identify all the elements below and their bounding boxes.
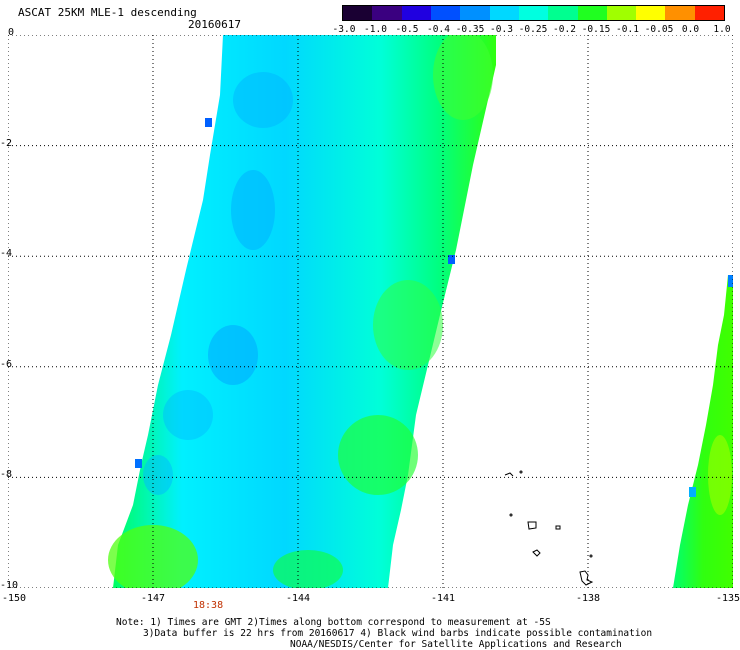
colorbar-swatch bbox=[430, 6, 461, 20]
product-date: 20160617 bbox=[188, 18, 241, 31]
colorbar-tick-label: -1.0 bbox=[364, 24, 387, 35]
colorbar-tick-label: -0.3 bbox=[490, 24, 513, 35]
swath-patch bbox=[373, 280, 443, 370]
islands bbox=[504, 470, 594, 586]
colorbar-tick-label: -0.15 bbox=[581, 24, 611, 35]
colorbar bbox=[342, 5, 725, 21]
latitude-label: -8 bbox=[0, 469, 13, 481]
longitude-label: -150 bbox=[1, 593, 27, 604]
longitude-label: -147 bbox=[140, 593, 166, 604]
colorbar-swatch bbox=[460, 6, 490, 20]
swath-edge-pixel bbox=[135, 459, 142, 468]
colorbar-swatch bbox=[577, 6, 607, 20]
latitude-label: -2 bbox=[0, 137, 13, 149]
colorbar-swatch bbox=[489, 6, 519, 20]
colorbar-swatch bbox=[606, 6, 637, 20]
colorbar-tick-label: -0.1 bbox=[616, 24, 639, 35]
product-title: ASCAT 25KM MLE-1 descending bbox=[18, 6, 197, 19]
colorbar-tick-label: -0.25 bbox=[518, 24, 548, 35]
colorbar-swatch bbox=[636, 6, 666, 20]
note-line-1: Note: 1) Times are GMT 2)Times along bot… bbox=[116, 617, 551, 628]
longitude-label: -135 bbox=[715, 593, 740, 604]
colorbar-tick-label: -0.2 bbox=[553, 24, 576, 35]
note-line-2: 3)Data buffer is 22 hrs from 20160617 4)… bbox=[143, 628, 653, 639]
swath-patch bbox=[143, 455, 173, 495]
colorbar-swatch bbox=[518, 6, 549, 20]
longitude-label: -138 bbox=[575, 593, 601, 604]
swath-patch bbox=[433, 35, 493, 120]
colorbar-tick-label: 1.0 bbox=[713, 24, 731, 35]
swath-patch bbox=[708, 435, 732, 515]
latitude-label: -10 bbox=[0, 580, 19, 591]
swath-patch bbox=[231, 170, 275, 250]
pass-time: 18:38 bbox=[193, 600, 224, 611]
graticule bbox=[8, 35, 733, 588]
colorbar-tick-label: 0.0 bbox=[681, 24, 700, 35]
colorbar-swatch bbox=[372, 6, 402, 20]
swath-right bbox=[673, 275, 733, 588]
swath-map bbox=[8, 35, 733, 588]
swath-edge-pixel bbox=[205, 118, 212, 127]
swath-patch bbox=[208, 325, 258, 385]
colorbar-tick-label: -0.05 bbox=[644, 24, 674, 35]
colorbar-tick-label: -0.35 bbox=[455, 24, 485, 35]
swath-patch bbox=[338, 415, 418, 495]
latitude-label: 0 bbox=[8, 27, 15, 38]
colorbar-tick-label: -0.4 bbox=[427, 24, 450, 35]
colorbar-swatch bbox=[401, 6, 431, 20]
swath-edge-pixel bbox=[728, 275, 733, 287]
swath-patch bbox=[108, 525, 198, 588]
colorbar-tick-label: -0.5 bbox=[395, 24, 419, 35]
colorbar-swatch bbox=[548, 6, 578, 20]
longitude-label: -141 bbox=[430, 593, 456, 604]
colorbar-swatch bbox=[343, 6, 373, 20]
swath-patch bbox=[233, 72, 293, 128]
swath-patch bbox=[273, 550, 343, 588]
latitude-label: -6 bbox=[0, 358, 13, 370]
colorbar-tick-label: -3.0 bbox=[332, 24, 356, 35]
colorbar-swatch bbox=[665, 6, 695, 20]
longitude-label: -144 bbox=[285, 593, 311, 604]
latitude-label: -4 bbox=[0, 248, 13, 260]
swath-edge-pixel bbox=[689, 487, 696, 497]
colorbar-swatch bbox=[694, 6, 725, 20]
swath-edge-pixel bbox=[448, 255, 455, 264]
swath-patch bbox=[163, 390, 213, 440]
note-line-3: NOAA/NESDIS/Center for Satellite Applica… bbox=[290, 639, 622, 650]
